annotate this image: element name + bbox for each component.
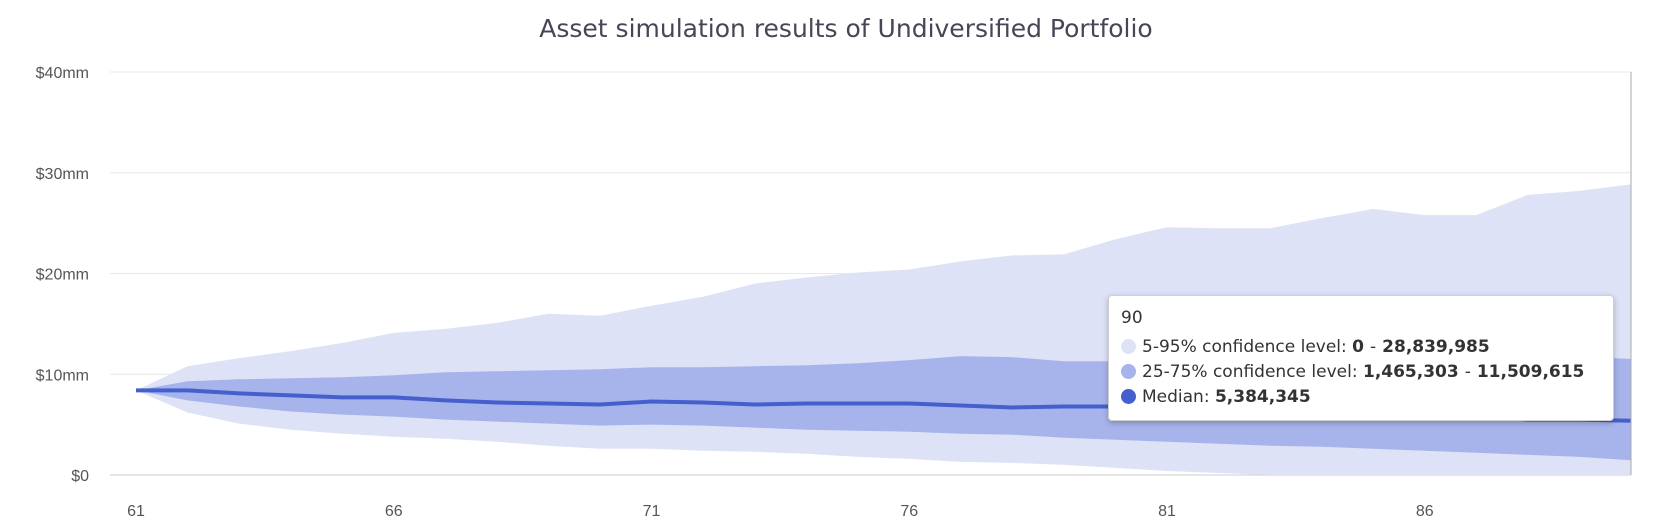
x-tick-label: 61: [127, 503, 145, 520]
median-swatch: [1121, 389, 1136, 404]
y-tick-label: $20mm: [36, 267, 89, 284]
tooltip: 90 5-95% confidence level: 0-28,839,985 …: [1108, 295, 1614, 421]
tooltip-row-median: Median: 5,384,345: [1121, 384, 1601, 409]
tooltip-header: 90: [1121, 308, 1143, 328]
inner-band-sep: -: [1464, 361, 1471, 382]
outer-band-swatch: [1121, 339, 1136, 354]
x-tick-label: 86: [1416, 503, 1434, 520]
inner-band-high: 11,509,615: [1476, 361, 1585, 382]
y-tick-label: $0: [71, 468, 89, 485]
x-axis: 61 66 71 76 81 86: [127, 503, 1434, 520]
outer-band-label: 5-95% confidence level:: [1142, 336, 1347, 357]
y-axis: $0 $10mm $20mm $30mm $40mm: [36, 65, 89, 485]
y-tick-label: $10mm: [36, 367, 89, 384]
tooltip-row-inner-band: 25-75% confidence level: 1,465,303-11,50…: [1121, 359, 1601, 384]
outer-band-sep: -: [1370, 336, 1377, 357]
median-value: 5,384,345: [1214, 386, 1311, 407]
y-tick-label: $40mm: [36, 65, 89, 82]
chart-title: Asset simulation results of Undiversifie…: [539, 14, 1152, 43]
x-tick-label: 71: [643, 503, 661, 520]
x-tick-label: 81: [1158, 503, 1176, 520]
x-tick-label: 66: [385, 503, 403, 520]
x-tick-label: 76: [900, 503, 918, 520]
tooltip-row-outer-band: 5-95% confidence level: 0-28,839,985: [1121, 334, 1601, 359]
y-tick-label: $30mm: [36, 166, 89, 183]
inner-band-label: 25-75% confidence level:: [1142, 361, 1358, 382]
inner-band-swatch: [1121, 364, 1136, 379]
outer-band-high: 28,839,985: [1382, 336, 1490, 357]
median-label: Median:: [1142, 386, 1210, 407]
inner-band-low: 1,465,303: [1362, 361, 1459, 382]
outer-band-low: 0: [1352, 336, 1365, 357]
